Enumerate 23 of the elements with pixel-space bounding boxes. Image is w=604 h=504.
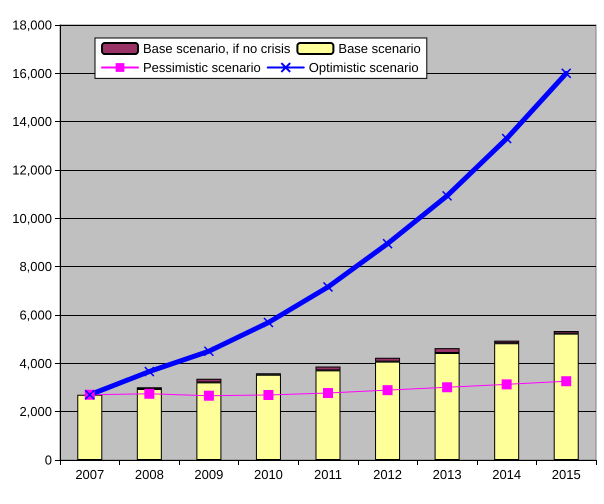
y-tick-label: 16,000 bbox=[12, 66, 52, 81]
x-tick-label: 2013 bbox=[432, 467, 462, 482]
y-tick-label: 14,000 bbox=[12, 114, 52, 130]
legend-label: Base scenario, if no crisis bbox=[143, 41, 291, 56]
y-tick-label: 0 bbox=[44, 452, 52, 468]
y-tick-label: 2,000 bbox=[19, 404, 52, 420]
y-tick-label: 10,000 bbox=[12, 210, 52, 226]
legend-label: Base scenario bbox=[338, 41, 421, 56]
x-tick-label: 2007 bbox=[75, 467, 104, 482]
x-tick-label: 2015 bbox=[552, 467, 581, 482]
x-tick-label: 2011 bbox=[314, 467, 342, 482]
legend-label: Optimistic scenario bbox=[308, 60, 419, 75]
y-tick-label: 4,000 bbox=[19, 356, 52, 371]
y-tick-label: 8,000 bbox=[19, 259, 52, 274]
x-tick-label: 2014 bbox=[492, 467, 522, 482]
y-tick-label: 18,000 bbox=[12, 18, 52, 32]
legend-label: Pessimistic scenario bbox=[143, 60, 261, 75]
x-tick-label: 2009 bbox=[194, 467, 224, 482]
x-tick-label: 2010 bbox=[254, 467, 283, 482]
y-tick-label: 6,000 bbox=[19, 308, 52, 322]
y-tick-label: 12,000 bbox=[12, 162, 52, 178]
x-tick-label: 2012 bbox=[373, 467, 402, 482]
x-tick-label: 2008 bbox=[134, 467, 164, 482]
